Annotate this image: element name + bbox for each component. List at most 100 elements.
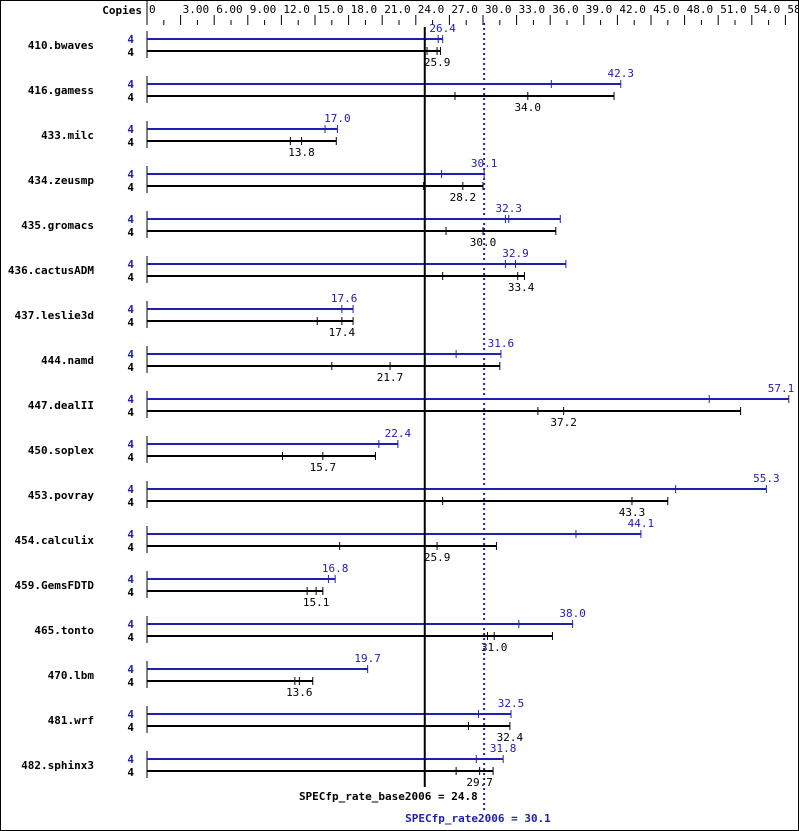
base-copies: 4 xyxy=(127,631,134,644)
peak-score-label: 17.0 xyxy=(324,112,351,125)
peak-copies: 4 xyxy=(127,708,134,721)
peak-copies: 4 xyxy=(127,438,134,451)
peak-score-label: 32.9 xyxy=(502,247,529,260)
benchmark-name: 454.calculix xyxy=(15,534,95,547)
base-copies: 4 xyxy=(127,46,134,59)
peak-score-label: 38.0 xyxy=(559,607,586,620)
peak-score-label: 26.4 xyxy=(429,22,456,35)
peak-copies: 4 xyxy=(127,393,134,406)
tick-label: 45.0 xyxy=(653,3,680,16)
benchmark-name: 470.lbm xyxy=(48,669,95,682)
peak-score-label: 32.5 xyxy=(498,697,525,710)
base-copies: 4 xyxy=(127,496,134,509)
tick-label: 24.0 xyxy=(418,3,445,16)
peak-copies: 4 xyxy=(127,123,134,136)
peak-score-label: 42.3 xyxy=(608,67,635,80)
peak-copies: 4 xyxy=(127,33,134,46)
peak-score-label: 31.6 xyxy=(488,337,515,350)
tick-label: 42.0 xyxy=(619,3,646,16)
base-score-label: 37.2 xyxy=(550,416,577,429)
base-copies: 4 xyxy=(127,181,134,194)
base-copies: 4 xyxy=(127,676,134,689)
benchmark-name: 437.leslie3d xyxy=(15,309,94,322)
peak-copies: 4 xyxy=(127,573,134,586)
tick-label: 33.0 xyxy=(519,3,546,16)
peak-copies: 4 xyxy=(127,258,134,271)
tick-label: 27.0 xyxy=(451,3,478,16)
tick-label: 48.0 xyxy=(687,3,714,16)
peak-score-label: 44.1 xyxy=(628,517,655,530)
base-score-label: 31.0 xyxy=(481,641,508,654)
peak-copies: 4 xyxy=(127,618,134,631)
peak-copies: 4 xyxy=(127,78,134,91)
base-score-label: 33.4 xyxy=(508,281,535,294)
peak-score-label: 32.3 xyxy=(496,202,523,215)
base-score-label: 15.7 xyxy=(310,461,337,474)
tick-label: 18.0 xyxy=(351,3,378,16)
peak-copies: 4 xyxy=(127,168,134,181)
benchmark-name: 434.zeusmp xyxy=(28,174,95,187)
tick-label: 3.00 xyxy=(183,3,210,16)
base-score-label: 30.0 xyxy=(470,236,497,249)
peak-score-label: 22.4 xyxy=(385,427,412,440)
peak-score-label: 17.6 xyxy=(331,292,358,305)
benchmark-name: 435.gromacs xyxy=(21,219,94,232)
base-copies: 4 xyxy=(127,361,134,374)
peak-copies: 4 xyxy=(127,483,134,496)
benchmark-name: 465.tonto xyxy=(34,624,94,637)
benchmark-name: 416.gamess xyxy=(28,84,94,97)
base-copies: 4 xyxy=(127,226,134,239)
base-score-label: 13.8 xyxy=(288,146,315,159)
base-copies: 4 xyxy=(127,316,134,329)
base-score-label: 25.9 xyxy=(424,56,451,69)
base-score-label: 13.6 xyxy=(286,686,313,699)
peak-copies: 4 xyxy=(127,753,134,766)
base-score-label: 29.7 xyxy=(466,776,493,789)
benchmark-name: 481.wrf xyxy=(48,714,94,727)
peak-copies: 4 xyxy=(127,213,134,226)
base-score-label: 28.2 xyxy=(450,191,477,204)
base-copies: 4 xyxy=(127,586,134,599)
peak-score-label: 19.7 xyxy=(354,652,381,665)
peak-copies: 4 xyxy=(127,348,134,361)
base-copies: 4 xyxy=(127,406,134,419)
benchmark-name: 433.milc xyxy=(41,129,94,142)
base-copies: 4 xyxy=(127,541,134,554)
tick-label: 12.0 xyxy=(283,3,310,16)
base-copies: 4 xyxy=(127,271,134,284)
base-score-label: 21.7 xyxy=(377,371,404,384)
benchmark-name: 450.soplex xyxy=(28,444,95,457)
peak-copies: 4 xyxy=(127,303,134,316)
tick-label: 6.00 xyxy=(216,3,243,16)
benchmark-name: 459.GemsFDTD xyxy=(15,579,95,592)
peak-score-label: 55.3 xyxy=(753,472,780,485)
base-summary: SPECfp_rate_base2006 = 24.8 xyxy=(299,790,478,803)
tick-label: 58.0 xyxy=(787,3,798,16)
tick-label: 21.0 xyxy=(384,3,411,16)
peak-copies: 4 xyxy=(127,663,134,676)
tick-label: 54.0 xyxy=(754,3,781,16)
base-score-label: 43.3 xyxy=(619,506,646,519)
base-score-label: 32.4 xyxy=(497,731,524,744)
base-score-label: 34.0 xyxy=(515,101,542,114)
tick-label: 36.0 xyxy=(552,3,579,16)
base-copies: 4 xyxy=(127,91,134,104)
base-score-label: 17.4 xyxy=(329,326,356,339)
base-copies: 4 xyxy=(127,136,134,149)
axis-label: Copies xyxy=(102,4,142,17)
base-score-label: 15.1 xyxy=(303,596,330,609)
tick-label: 15.0 xyxy=(317,3,344,16)
peak-score-label: 57.1 xyxy=(768,382,795,395)
tick-label: 30.0 xyxy=(485,3,512,16)
peak-copies: 4 xyxy=(127,528,134,541)
base-copies: 4 xyxy=(127,721,134,734)
benchmark-name: 410.bwaves xyxy=(28,39,94,52)
peak-score-label: 16.8 xyxy=(322,562,349,575)
base-copies: 4 xyxy=(127,451,134,464)
benchmark-name: 444.namd xyxy=(41,354,94,367)
base-score-label: 25.9 xyxy=(424,551,451,564)
benchmark-name: 447.dealII xyxy=(28,399,94,412)
benchmark-name: 436.cactusADM xyxy=(8,264,94,277)
